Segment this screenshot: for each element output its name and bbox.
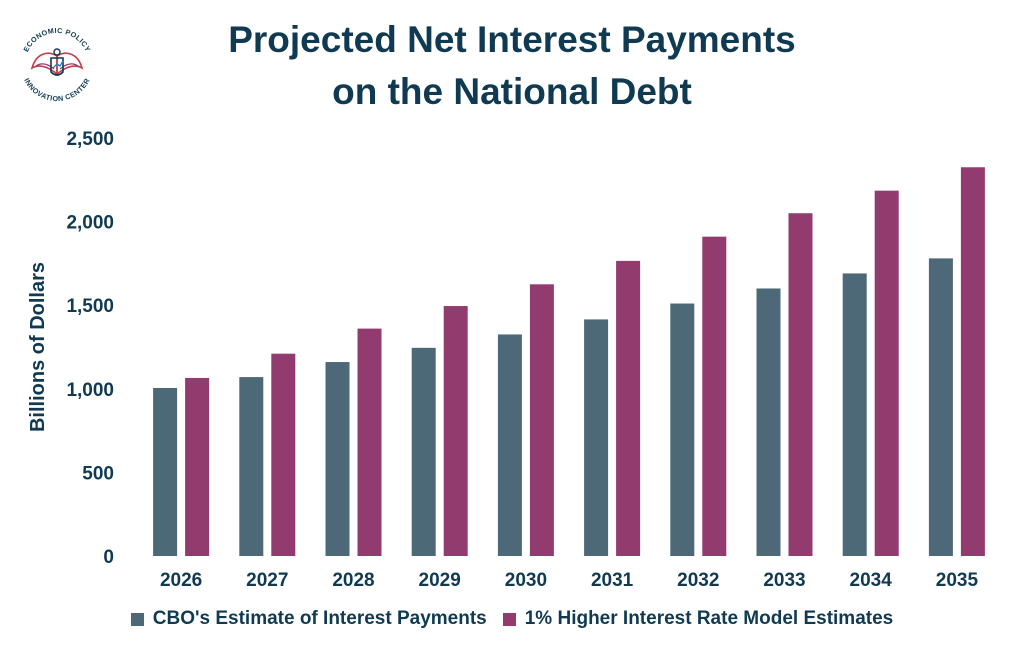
y-tick-label: 500 [82,463,114,484]
logo: ECONOMIC POLICY INNOVATION CENTER [14,22,100,108]
legend-swatch-cbo [130,612,144,626]
bar-cbo-2032 [670,303,695,556]
legend-item-higher-rate: 1% Higher Interest Rate Model Estimates [502,608,894,630]
bar-cbo-2026 [153,387,178,556]
x-tick-label: 2032 [677,570,719,591]
legend: CBO's Estimate of Interest Payments 1% H… [0,608,1024,630]
trend-arrow-icon [52,60,64,69]
bar-higher-rate-2029 [443,306,468,556]
bar-cbo-2028 [325,362,350,556]
bar-cbo-2034 [842,273,867,556]
chart-title-line-1: Projected Net Interest Payments [228,19,796,60]
legend-label-cbo: CBO's Estimate of Interest Payments [152,608,487,629]
x-tick-label: 2028 [332,570,374,591]
y-axis-label: Billions of Dollars [27,262,49,432]
x-tick-label: 2029 [419,570,461,591]
eagle-seal-icon: ECONOMIC POLICY INNOVATION CENTER [21,26,92,103]
bar-higher-rate-2026 [185,377,210,556]
bar-cbo-2029 [411,347,436,556]
x-tick-label: 2030 [505,570,547,591]
x-tick-label: 2034 [850,570,893,591]
bar-higher-rate-2033 [788,213,813,557]
y-tick-label: 0 [103,547,114,568]
shield-icon [50,57,64,76]
chart-title: Projected Net Interest Payments on the N… [0,14,1024,118]
bar-higher-rate-2031 [616,260,641,556]
y-tick-label: 2,500 [66,129,114,150]
x-tick-label: 2027 [246,570,288,591]
legend-label-higher-rate: 1% Higher Interest Rate Model Estimates [524,608,894,629]
legend-swatch-higher-rate [502,612,516,626]
x-tick-label: 2033 [763,570,805,591]
x-tick-label: 2031 [591,570,634,591]
y-tick-label: 1,500 [66,296,114,317]
y-tick-label: 2,000 [66,213,114,234]
bar-higher-rate-2035 [960,167,985,556]
bar-cbo-2027 [239,377,264,556]
legend-item-cbo: CBO's Estimate of Interest Payments [130,608,487,630]
bar-higher-rate-2034 [874,190,899,556]
bar-higher-rate-2028 [357,328,382,556]
bar-higher-rate-2030 [529,284,554,556]
bar-cbo-2035 [928,258,953,556]
bar-cbo-2031 [584,319,609,556]
bar-higher-rate-2032 [702,236,727,556]
chart-title-line-2: on the National Debt [332,71,692,112]
x-tick-label: 2035 [936,570,979,591]
y-tick-label: 1,000 [66,380,114,401]
bar-cbo-2033 [756,288,781,556]
x-tick-label: 2026 [160,570,202,591]
bar-higher-rate-2027 [271,353,296,556]
bar-cbo-2030 [497,334,522,556]
eagle-head [53,48,61,56]
